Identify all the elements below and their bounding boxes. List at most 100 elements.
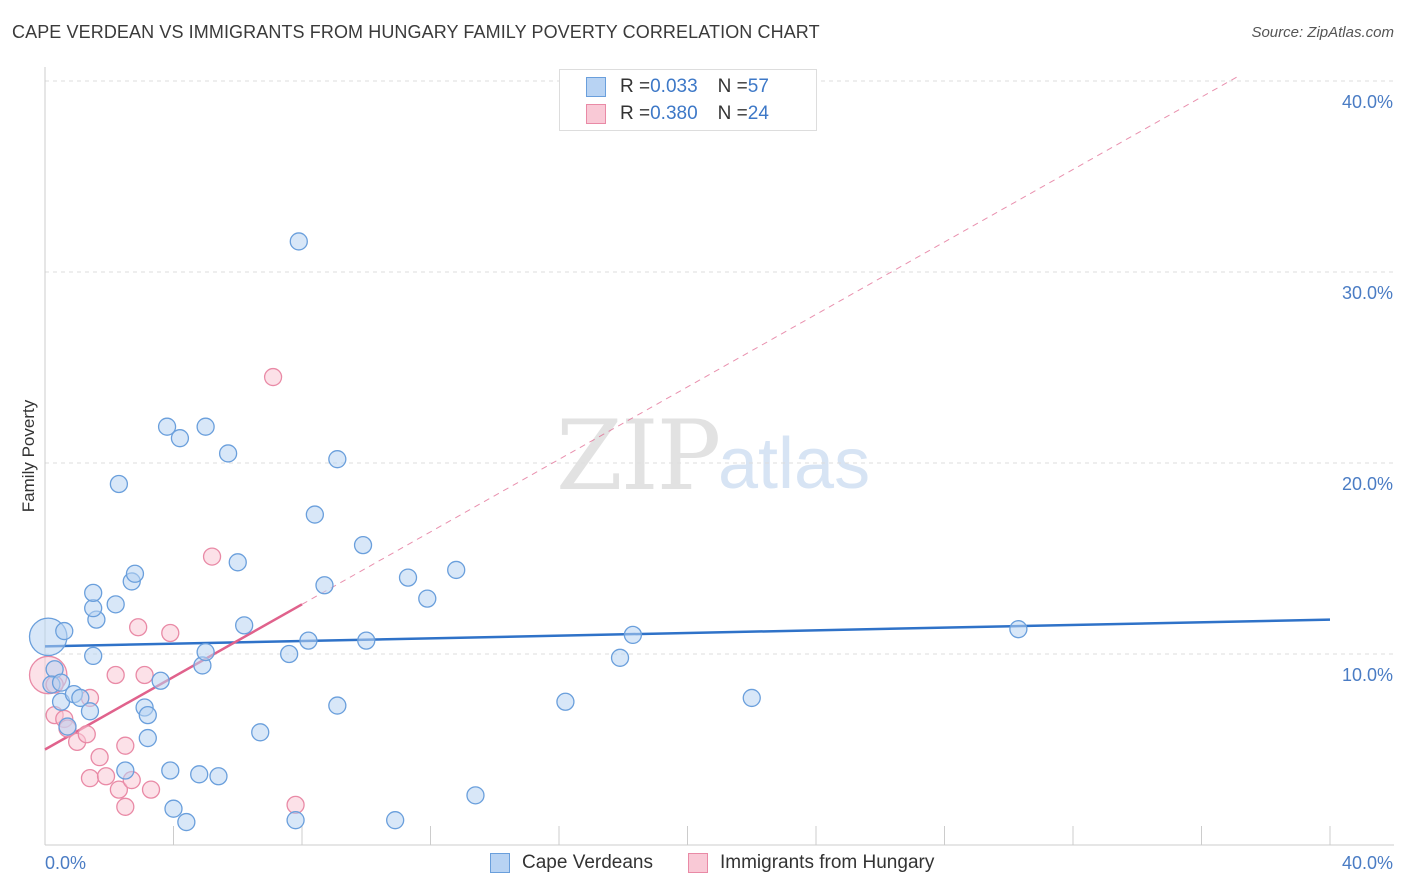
point-cape-verdean bbox=[58, 717, 77, 736]
x-tick-label: 40.0% bbox=[1342, 853, 1393, 873]
bottom-legend-cape-verdeans: Cape Verdeans bbox=[490, 852, 653, 874]
point-hungary bbox=[80, 769, 100, 788]
point-cape-verdean bbox=[164, 799, 183, 818]
trend-line-cape-verdeans bbox=[44, 618, 1331, 648]
trend-lines bbox=[44, 74, 1331, 751]
bottom-legend-swatch-blue bbox=[490, 853, 510, 873]
x-tick-label: 0.0% bbox=[45, 853, 86, 873]
stats-legend: R = 0.033 N = 57 R = 0.380 N = 24 bbox=[559, 69, 817, 131]
point-hungary bbox=[116, 797, 135, 816]
point-cape-verdean bbox=[742, 688, 761, 708]
point-cape-verdean bbox=[289, 232, 308, 251]
point-hungary bbox=[286, 795, 305, 815]
point-cape-verdean bbox=[386, 811, 405, 830]
point-hungary bbox=[109, 780, 129, 799]
point-hungary bbox=[96, 767, 116, 786]
legend-n-label: N = bbox=[717, 76, 748, 97]
point-hungary bbox=[202, 547, 222, 566]
legend-swatch-pink bbox=[586, 104, 606, 124]
point-cape-verdean bbox=[125, 564, 145, 583]
point-hungary bbox=[263, 367, 283, 387]
source-label: Source: ZipAtlas.com bbox=[1251, 24, 1394, 41]
legend-r-label: R = bbox=[620, 76, 651, 97]
bottom-legend-immigrants-hungary: Immigrants from Hungary bbox=[688, 852, 934, 874]
chart-title: CAPE VERDEAN VS IMMIGRANTS FROM HUNGARY … bbox=[12, 22, 820, 42]
y-tick-label: 20.0% bbox=[1342, 474, 1393, 494]
point-cape-verdean bbox=[305, 505, 325, 524]
point-cape-verdean bbox=[353, 535, 373, 555]
point-cape-verdean bbox=[286, 811, 305, 830]
data-points bbox=[28, 232, 1028, 832]
point-cape-verdean bbox=[209, 767, 228, 786]
point-hungary bbox=[90, 747, 109, 767]
axes bbox=[44, 67, 1394, 846]
point-cape-verdean bbox=[218, 444, 238, 463]
legend-n-value: 24 bbox=[747, 103, 769, 124]
point-cape-verdean bbox=[328, 696, 347, 715]
point-cape-verdean bbox=[190, 765, 209, 784]
point-hungary bbox=[77, 725, 96, 744]
point-hungary bbox=[135, 665, 154, 685]
point-hungary bbox=[161, 623, 180, 643]
point-cape-verdean bbox=[157, 417, 177, 436]
legend-row-immigrants-hungary: R = 0.380 N = 24 bbox=[586, 103, 769, 125]
axis-labels: 10.0% 20.0% 30.0% 40.0% 0.0% 40.0% Family Pove… bbox=[19, 92, 1393, 873]
point-hungary bbox=[141, 780, 161, 799]
point-cape-verdean bbox=[151, 671, 170, 690]
point-cape-verdean bbox=[109, 474, 129, 494]
watermark-zip: ZIP bbox=[556, 400, 721, 512]
point-cape-verdean bbox=[623, 625, 643, 645]
point-cape-verdean bbox=[196, 417, 215, 436]
point-cape-verdean bbox=[228, 553, 247, 572]
point-cape-verdean bbox=[235, 616, 254, 635]
point-cape-verdean bbox=[1009, 620, 1028, 639]
y-tick-label: 30.0% bbox=[1342, 283, 1393, 303]
legend-n-label: N = bbox=[717, 103, 748, 124]
point-cape-verdean bbox=[138, 728, 157, 748]
point-hungary bbox=[106, 665, 125, 685]
point-cape-verdean bbox=[251, 723, 270, 742]
point-cape-verdean bbox=[55, 621, 74, 641]
point-hungary bbox=[116, 736, 135, 755]
y-axis-title: Family Poverty bbox=[19, 399, 38, 512]
point-cape-verdean bbox=[116, 761, 135, 780]
point-cape-verdean bbox=[466, 786, 485, 805]
point-cape-verdean bbox=[299, 631, 318, 650]
y-tick-label: 10.0% bbox=[1342, 665, 1393, 685]
point-cape-verdean bbox=[51, 673, 71, 692]
point-cape-verdean bbox=[315, 576, 334, 595]
legend-r-value: 0.380 bbox=[650, 103, 698, 124]
point-cape-verdean bbox=[71, 688, 90, 708]
point-cape-verdean bbox=[357, 631, 376, 650]
point-cape-verdean bbox=[328, 450, 347, 469]
point-cape-verdean bbox=[279, 644, 299, 664]
point-cape-verdean bbox=[398, 568, 418, 587]
point-cape-verdean bbox=[610, 648, 630, 667]
point-cape-verdean bbox=[106, 595, 125, 614]
bottom-legend-swatch-pink bbox=[688, 853, 708, 873]
point-cape-verdean bbox=[196, 642, 215, 662]
legend-row-cape-verdeans: R = 0.033 N = 57 bbox=[586, 76, 769, 98]
point-cape-verdean bbox=[170, 429, 190, 448]
point-cape-verdean bbox=[418, 589, 437, 608]
point-cape-verdean bbox=[84, 646, 103, 666]
legend-swatch-blue bbox=[586, 77, 606, 97]
y-tick-label: 40.0% bbox=[1342, 92, 1393, 112]
point-cape-verdean bbox=[447, 560, 466, 580]
point-hungary bbox=[129, 618, 148, 637]
legend-r-value: 0.033 bbox=[650, 76, 698, 97]
grid-lines bbox=[45, 80, 1394, 655]
point-cape-verdean bbox=[84, 599, 103, 618]
bottom-legend-label: Immigrants from Hungary bbox=[720, 852, 935, 873]
point-cape-verdean bbox=[161, 761, 180, 780]
legend-n-value: 57 bbox=[747, 76, 769, 97]
point-cape-verdean bbox=[80, 702, 100, 721]
legend-r-label: R = bbox=[620, 103, 651, 124]
bottom-legend-label: Cape Verdeans bbox=[522, 852, 653, 873]
point-cape-verdean bbox=[138, 705, 157, 725]
point-cape-verdean bbox=[177, 812, 196, 832]
point-cape-verdean bbox=[556, 692, 575, 711]
watermark-atlas: atlas bbox=[718, 424, 871, 504]
point-cape-verdean bbox=[84, 583, 103, 603]
